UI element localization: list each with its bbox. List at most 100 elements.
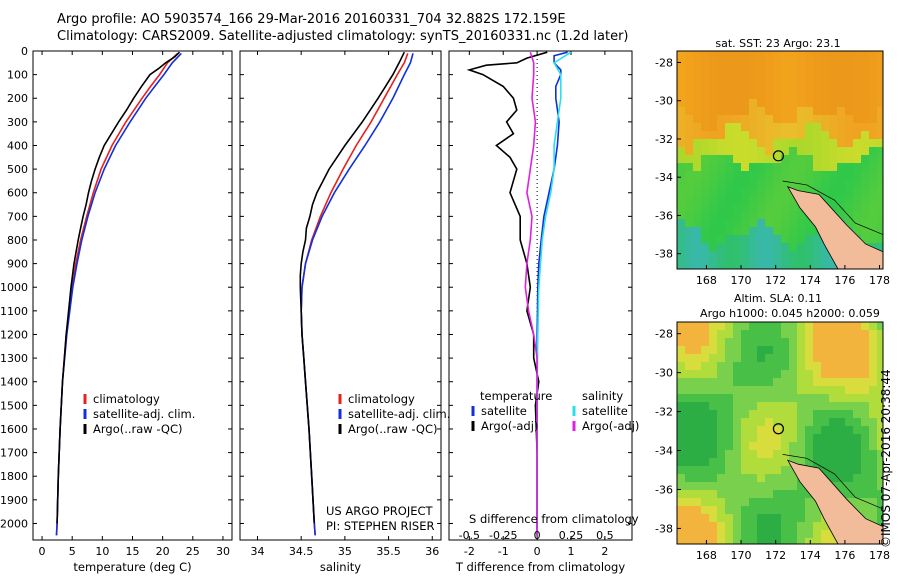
sla-map-cell	[781, 378, 789, 386]
sla-map-cell	[733, 514, 741, 522]
sst-map-cell	[829, 75, 837, 83]
sla-map-cell	[765, 450, 773, 458]
sst-map-cell	[837, 179, 845, 187]
sst-map-cell	[717, 67, 725, 75]
sla-map-cell	[877, 330, 883, 338]
sst-map-cell	[805, 107, 813, 115]
sst-map-cell	[877, 83, 883, 91]
sla-map-cell	[701, 434, 709, 442]
sla-map-cell	[869, 354, 877, 362]
sla-map-cell	[829, 418, 837, 426]
sla-map-cell	[845, 458, 853, 466]
sla-map-cell	[773, 362, 781, 370]
sla-map-cell	[869, 346, 877, 354]
sla-map-cell	[701, 442, 709, 450]
sla-map-cell	[701, 530, 709, 538]
sst-map-cell	[717, 163, 725, 171]
sla-map-cell	[701, 506, 709, 514]
sst-map-cell	[797, 155, 805, 163]
sla-map-cell	[877, 378, 883, 386]
sst-map-cell	[877, 147, 883, 155]
sst-map-cell	[821, 75, 829, 83]
sla-map-cell	[821, 354, 829, 362]
sst-map-cell	[685, 59, 693, 67]
sst-map-cell	[717, 91, 725, 99]
sla-map-cell	[781, 466, 789, 474]
sst-map-cell	[797, 99, 805, 107]
sst-map-cell	[829, 59, 837, 67]
sla-map-cell	[725, 354, 733, 362]
sst-map-cell	[677, 83, 685, 91]
sst-map-cell	[765, 91, 773, 99]
sst-map-cell	[813, 171, 821, 179]
sla-map-cell	[861, 410, 869, 418]
sla-map-cell	[813, 362, 821, 370]
sla-map-cell	[717, 418, 725, 426]
sla-map-argo-marker	[772, 423, 785, 435]
sla-map-cell	[701, 490, 709, 498]
depth-tick-label: 400	[7, 139, 28, 152]
sla-map-cell	[685, 482, 693, 490]
sst-map-cell	[797, 107, 805, 115]
sst-map-cell	[765, 155, 773, 163]
sst-map-cell	[685, 67, 693, 75]
sst-map-cell	[749, 171, 757, 179]
sst-map-cell	[741, 83, 749, 91]
sst-map-cell	[685, 195, 693, 203]
sla-map-cell	[853, 490, 861, 498]
sst-map-cell	[741, 67, 749, 75]
sst-map-cell	[709, 75, 717, 83]
sst-map-cell	[869, 131, 877, 139]
sst-map-cell	[741, 235, 749, 243]
legend-salinity-label: Argo(-adj)	[582, 419, 639, 433]
sla-map-cell	[725, 346, 733, 354]
sst-map-cell	[677, 75, 685, 83]
sst-map-cell	[789, 243, 797, 251]
sla-map-cell	[757, 434, 765, 442]
sst-map-cell	[837, 211, 845, 219]
sla-map-cell	[861, 474, 869, 482]
sla-map-cell	[813, 458, 821, 466]
sla-map-cell	[709, 402, 717, 410]
sst-map-cell	[749, 179, 757, 187]
sst-map-cell	[797, 59, 805, 67]
sst-map-cell	[693, 75, 701, 83]
sst-map-cell	[733, 243, 741, 251]
sla-map-cell	[733, 426, 741, 434]
sla-map-cell	[717, 458, 725, 466]
sst-map-cell	[789, 51, 797, 59]
sst-map-cell	[749, 99, 757, 107]
sst-map-cell	[773, 235, 781, 243]
sst-map-cell	[709, 107, 717, 115]
sla-map-cell	[789, 530, 797, 538]
sla-map-cell	[717, 394, 725, 402]
sla-map-cell	[821, 466, 829, 474]
sst-map-cell	[845, 91, 853, 99]
sst-map-cell	[853, 83, 861, 91]
sst-map-cell	[773, 131, 781, 139]
sla-map-cell	[789, 434, 797, 442]
sst-map-cell	[677, 251, 685, 259]
sst-map-cell	[821, 251, 829, 259]
sla-map-cell	[813, 514, 821, 522]
sst-map-cell	[749, 195, 757, 203]
sla-map-cell	[805, 330, 813, 338]
sla-map-cell	[797, 402, 805, 410]
sst-map-cell	[685, 115, 693, 123]
sla-map-cell	[869, 338, 877, 346]
sla-map-cell	[853, 410, 861, 418]
sla-map-cell	[685, 434, 693, 442]
sla-map-cell	[781, 354, 789, 362]
sla-map-cell	[741, 514, 749, 522]
sst-map-cell	[877, 211, 883, 219]
sst-map-cell	[733, 67, 741, 75]
sla-map-cell	[877, 402, 883, 410]
sla-map-cell	[701, 426, 709, 434]
sst-map-cell	[853, 139, 861, 147]
sla-map-cell	[837, 346, 845, 354]
sla-map-cell	[749, 458, 757, 466]
sla-map-cell	[709, 330, 717, 338]
sla-map-cell	[757, 418, 765, 426]
sla-map-cell	[733, 386, 741, 394]
sla-map-cell	[773, 386, 781, 394]
